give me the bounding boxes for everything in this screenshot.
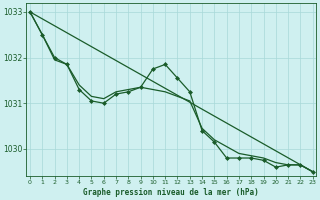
- X-axis label: Graphe pression niveau de la mer (hPa): Graphe pression niveau de la mer (hPa): [84, 188, 259, 197]
